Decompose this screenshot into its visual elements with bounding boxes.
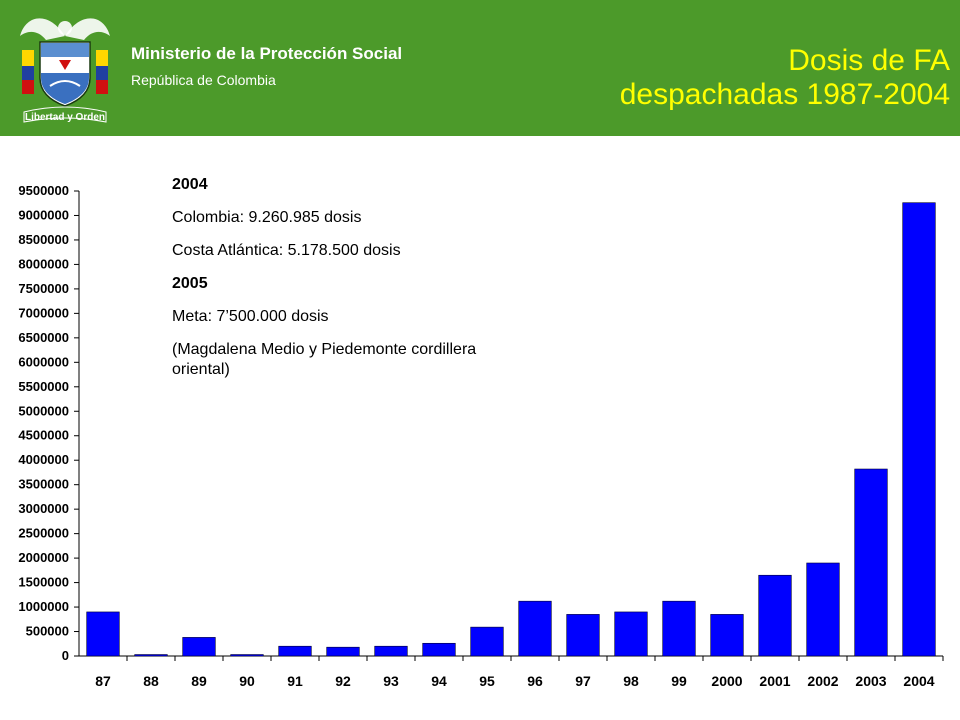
coat-of-arms-logo: Libertad y Orden: [20, 18, 110, 123]
y-tick-label: 2500000: [18, 526, 69, 541]
x-tick-label: 97: [575, 673, 591, 689]
note-region: (Magdalena Medio y Piedemonte cordillera…: [172, 341, 477, 378]
bar-98: [614, 611, 648, 657]
bar-97: [566, 614, 600, 657]
slide-title-line1: Dosis de FA: [788, 44, 950, 77]
y-tick-label: 4000000: [18, 452, 69, 467]
y-tick-label: 3000000: [18, 501, 69, 516]
y-tick-label: 1000000: [18, 599, 69, 614]
bar-2002: [806, 562, 840, 657]
slide-title-line2: despachadas 1987-2004: [619, 78, 950, 111]
y-tick-label: 500000: [26, 624, 69, 639]
note-year-2004: 2004: [172, 176, 208, 193]
bar-99: [662, 600, 696, 657]
y-tick-label: 7000000: [18, 305, 69, 320]
ministry-country: República de Colombia: [131, 72, 276, 88]
note-year-2005: 2005: [172, 275, 208, 292]
bar-2000: [710, 614, 744, 657]
y-tick-label: 8500000: [18, 232, 69, 247]
y-axis: 0 500000 1000000 1500000 2000000 2500000 30000…: [18, 183, 80, 663]
x-tick-label: 95: [479, 673, 495, 689]
bar-2003: [854, 468, 888, 657]
y-tick-label: 3500000: [18, 477, 69, 492]
y-tick-label: 6000000: [18, 354, 69, 369]
bar-92: [326, 646, 360, 657]
header-bar: Libertad y Orden Ministerio de la Protec…: [0, 0, 960, 136]
y-tick-label: 4500000: [18, 428, 69, 443]
x-tick-label: 2003: [855, 673, 886, 689]
x-tick-label: 2004: [903, 673, 934, 689]
x-tick-label: 2001: [759, 673, 790, 689]
x-tick-label: 94: [431, 673, 447, 689]
y-tick-label: 2000000: [18, 550, 69, 565]
bar-2004: [902, 202, 936, 657]
bar-89: [182, 637, 216, 657]
bar-91: [278, 645, 312, 657]
y-tick-label: 1500000: [18, 575, 69, 590]
y-tick-label: 9000000: [18, 207, 69, 222]
bar-87: [86, 611, 120, 657]
y-tick-label: 5500000: [18, 379, 69, 394]
y-tick-label: 5000000: [18, 403, 69, 418]
note-colombia: Colombia: 9.260.985 dosis: [172, 209, 362, 226]
y-tick-label: 0: [62, 648, 69, 663]
x-tick-label: 90: [239, 673, 255, 689]
y-tick-label: 7500000: [18, 281, 69, 296]
x-tick-label: 98: [623, 673, 639, 689]
y-tick-label: 8000000: [18, 256, 69, 271]
bar-90: [230, 654, 264, 657]
dose-bar-chart: 0 500000 1000000 1500000 2000000 2500000 30000…: [18, 183, 944, 689]
bar-88: [134, 654, 168, 657]
x-tick-label: 2002: [807, 673, 838, 689]
bar-96: [518, 600, 552, 657]
x-tick-label: 99: [671, 673, 687, 689]
note-costa-atlantica: Costa Atlántica: 5.178.500 dosis: [172, 242, 401, 259]
x-tick-label: 96: [527, 673, 543, 689]
note-meta: Meta: 7’500.000 dosis: [172, 308, 329, 325]
x-tick-label: 87: [95, 673, 111, 689]
x-axis: 87 88 89 90 91 92 93 94 95 96 97 98 99 2000 2001 2002 20…: [79, 655, 944, 689]
notes-box: 2004 Colombia: 9.260.985 dosis Costa Atl…: [172, 175, 492, 393]
bar-95: [470, 626, 504, 657]
x-tick-label: 89: [191, 673, 207, 689]
slide-title: Dosis de FA despachadas 1987-2004: [620, 44, 950, 112]
y-tick-label: 9500000: [18, 183, 69, 198]
bar-2001: [758, 574, 792, 657]
y-tick-label: 6500000: [18, 330, 69, 345]
bar-series: [86, 202, 936, 657]
x-tick-label: 93: [383, 673, 399, 689]
logo-motto: Libertad y Orden: [25, 112, 105, 123]
x-tick-label: 92: [335, 673, 351, 689]
x-tick-label: 91: [287, 673, 303, 689]
x-tick-label: 88: [143, 673, 159, 689]
ministry-name: Ministerio de la Protección Social: [131, 44, 403, 63]
x-tick-label: 2000: [711, 673, 742, 689]
bar-93: [374, 645, 408, 657]
bar-94: [422, 642, 456, 657]
